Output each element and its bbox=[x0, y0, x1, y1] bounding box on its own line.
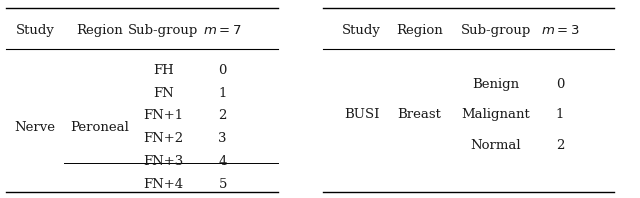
Text: 1: 1 bbox=[556, 108, 564, 121]
Text: Region: Region bbox=[396, 24, 443, 37]
Text: FN+3: FN+3 bbox=[143, 155, 183, 168]
Text: FN: FN bbox=[153, 87, 173, 100]
Text: FN+4: FN+4 bbox=[143, 178, 183, 191]
Text: Nerve: Nerve bbox=[15, 121, 56, 134]
Text: 0: 0 bbox=[218, 64, 227, 77]
Text: Study: Study bbox=[342, 24, 381, 37]
Text: Region: Region bbox=[76, 24, 123, 37]
Text: 0: 0 bbox=[556, 78, 564, 91]
Text: Malignant: Malignant bbox=[461, 108, 531, 121]
Text: 2: 2 bbox=[218, 109, 227, 122]
Text: $m=7$: $m=7$ bbox=[204, 24, 242, 37]
Text: Breast: Breast bbox=[397, 108, 441, 121]
Text: FN+1: FN+1 bbox=[143, 109, 183, 122]
Text: 1: 1 bbox=[218, 87, 227, 100]
Text: 2: 2 bbox=[556, 139, 564, 152]
Text: 3: 3 bbox=[218, 132, 227, 145]
Text: Sub-group: Sub-group bbox=[128, 24, 198, 37]
Text: Study: Study bbox=[16, 24, 54, 37]
Text: 4: 4 bbox=[218, 155, 227, 168]
Text: $m=3$: $m=3$ bbox=[541, 24, 579, 37]
Text: Peroneal: Peroneal bbox=[70, 121, 129, 134]
Text: FH: FH bbox=[153, 64, 173, 77]
Text: BUSI: BUSI bbox=[344, 108, 380, 121]
Text: Normal: Normal bbox=[470, 139, 522, 152]
Text: Sub-group: Sub-group bbox=[461, 24, 531, 37]
Text: FN+2: FN+2 bbox=[143, 132, 183, 145]
Text: 5: 5 bbox=[218, 178, 227, 191]
Text: Benign: Benign bbox=[472, 78, 520, 91]
